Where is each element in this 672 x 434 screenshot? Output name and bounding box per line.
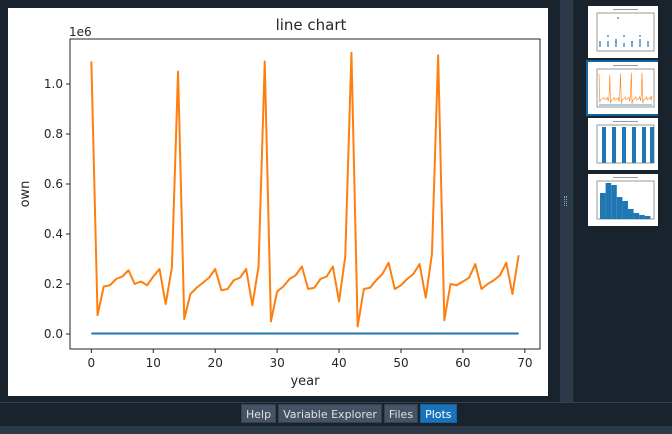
y-tick-label: 0.6: [44, 177, 63, 191]
thumbnail-mark: [650, 127, 654, 163]
status-bar: [0, 426, 672, 434]
plot-thumbnail-line[interactable]: [586, 60, 660, 116]
pane-tabs: Help Variable Explorer Files Plots: [241, 404, 457, 424]
thumbnail-mark: [631, 41, 633, 43]
x-tick-label: 10: [146, 356, 161, 370]
thumbnail-mark: [628, 209, 634, 219]
tab-plots[interactable]: Plots: [420, 404, 457, 423]
plot-viewer-panel: line chart 1e6 0 10 20 30 40 50 60 70 0.0 0.2 0.4 0…: [8, 8, 548, 396]
thumbnail-mark: [639, 215, 645, 219]
chart-title: line chart: [276, 16, 347, 34]
plot-thumbnail-bar[interactable]: [586, 116, 660, 172]
y-tick-label: 0.2: [44, 277, 63, 291]
thumbnail-axes: [596, 12, 655, 52]
thumbnail-mark: [633, 213, 640, 219]
tab-variable-explorer[interactable]: Variable Explorer: [278, 404, 382, 423]
x-tick-label: 30: [269, 356, 284, 370]
x-tick-label: 60: [455, 356, 470, 370]
plot-canvas: line chart 1e6 0 10 20 30 40 50 60 70 0.0 0.2 0.4 0…: [8, 8, 548, 396]
series-line-2: [90, 51, 520, 328]
thumbnail-mark: [632, 127, 636, 163]
plots-thumbnail-panel: [572, 0, 670, 402]
thumbnail-mark: [623, 35, 625, 37]
thumbnail-mark: [647, 41, 649, 43]
thumbnail-mark: [622, 127, 626, 163]
tab-files[interactable]: Files: [383, 404, 419, 423]
x-tick-label: 70: [517, 356, 532, 370]
y-tick-label: 0.4: [44, 227, 63, 241]
thumbnail-mark: [612, 127, 616, 163]
thumbnail-mark: [605, 183, 612, 219]
thumbnail-preview: [596, 65, 655, 108]
x-tick-label: 40: [331, 356, 346, 370]
thumbnail-mark: [598, 72, 653, 105]
y-tick-label: 0.0: [44, 327, 63, 341]
y-offset-text: 1e6: [69, 25, 92, 39]
thumbnail-preview: [596, 9, 655, 52]
splitter-grip-icon[interactable]: [564, 196, 567, 206]
thumbnail-mark: [616, 197, 623, 219]
x-tick-label: 20: [208, 356, 223, 370]
thumbnail-mark: [639, 35, 641, 37]
x-tick-label: 0: [88, 356, 96, 370]
line-chart: line chart 1e6 0 10 20 30 40 50 60 700.00.20.40…: [18, 16, 541, 389]
thumbnail-mark: [599, 41, 601, 43]
x-tick-label: 50: [393, 356, 408, 370]
thumbnail-preview: [596, 177, 655, 220]
thumbnail-mark: [615, 41, 617, 43]
thumbnail-mark: [607, 35, 609, 37]
y-tick-label: 1.0: [44, 77, 63, 91]
axes-frame: [69, 38, 541, 350]
thumbnail-mark: [600, 193, 606, 219]
plot-area: 0 10 20 30 40 50 60 70 0.0 0.2 0.4 0.6 0.8 1.0: [44, 38, 541, 370]
tab-help[interactable]: Help: [241, 404, 277, 423]
y-tick-label: 0.8: [44, 127, 63, 141]
plot-thumbnail-histogram[interactable]: [586, 172, 660, 228]
thumbnail-mark: [622, 201, 628, 219]
thumbnail-preview: [596, 121, 655, 164]
thumbnail-mark: [644, 216, 651, 219]
thumbnail-mark: [611, 185, 617, 219]
x-axis-label: year: [290, 374, 320, 389]
thumbnail-axes: [596, 68, 655, 108]
thumbnail-mark: [617, 17, 619, 19]
thumbnail-mark: [642, 127, 646, 163]
thumbnail-mark: [602, 127, 606, 163]
y-axis-label: own: [18, 181, 33, 208]
plot-thumbnail-scatter[interactable]: [586, 4, 660, 60]
panel-splitter[interactable]: [560, 0, 572, 402]
